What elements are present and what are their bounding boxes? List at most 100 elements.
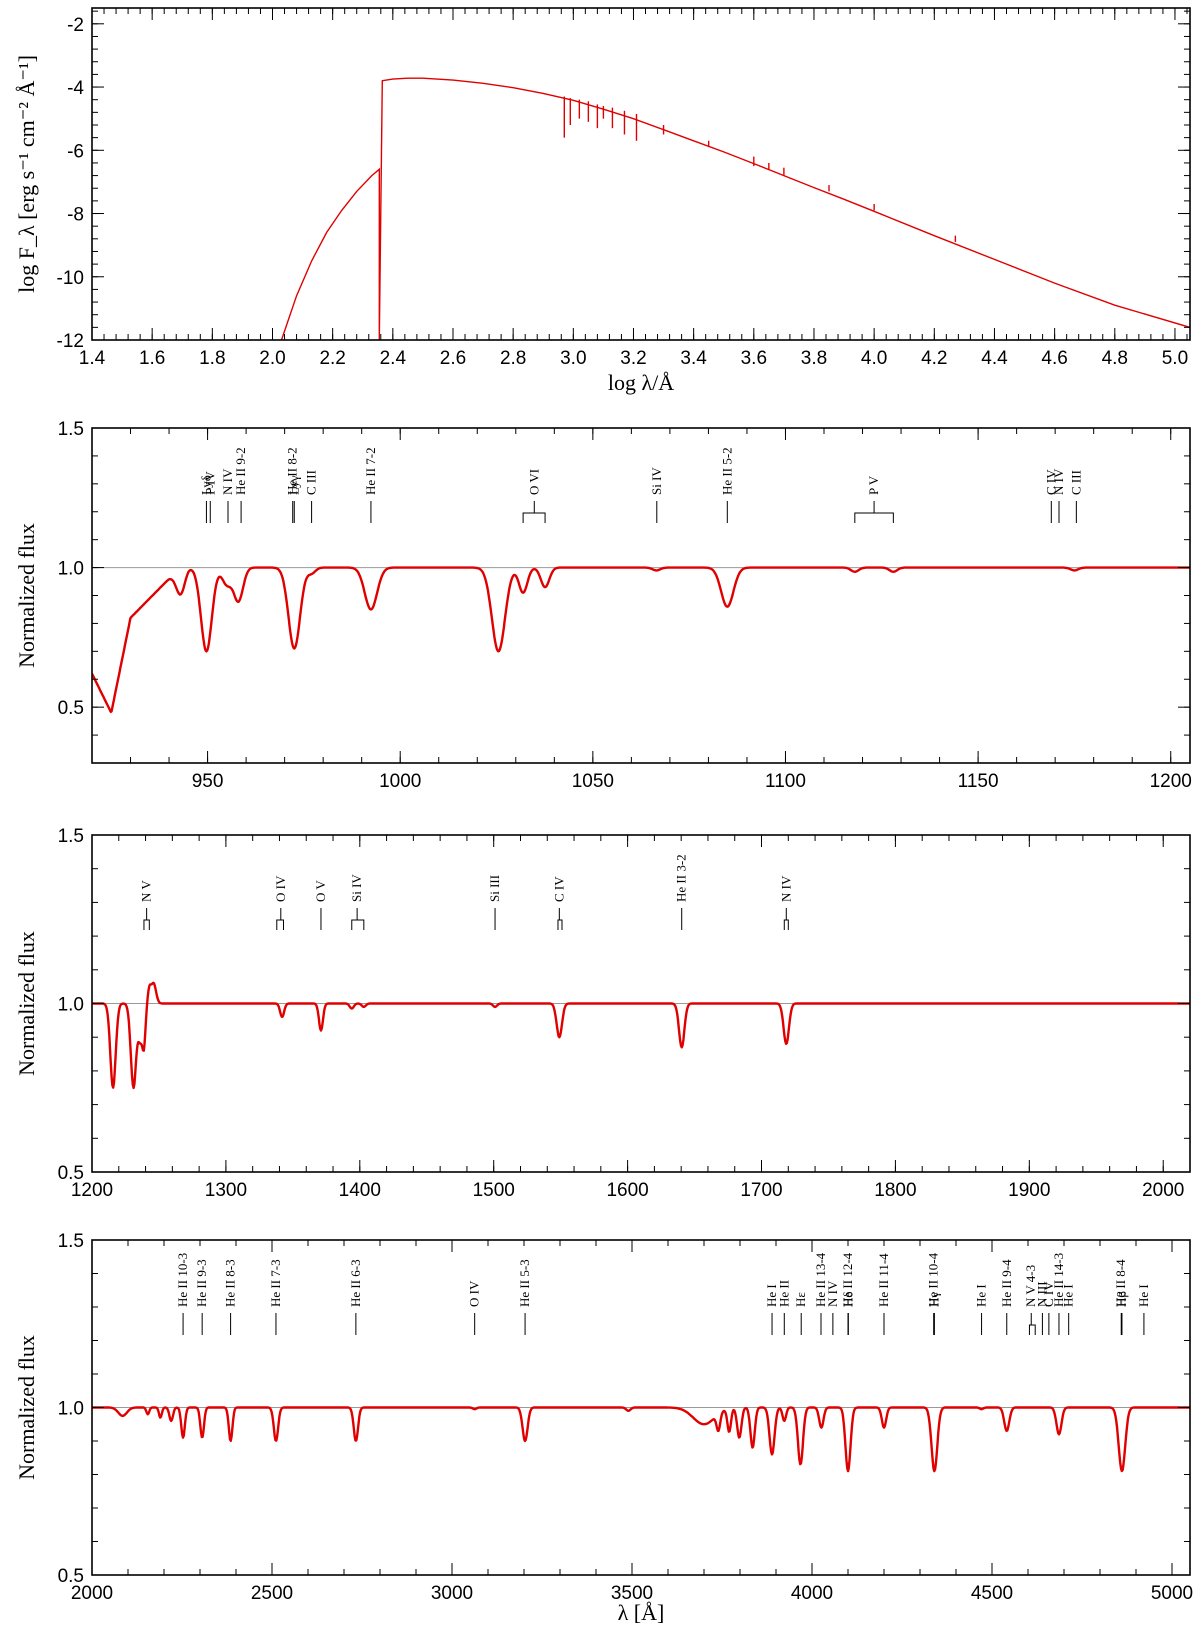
line-id-label: He II 10-3 — [175, 1253, 190, 1307]
line-id-label: N IV — [1051, 468, 1066, 495]
line-id-label: He I — [1061, 1284, 1076, 1307]
line-id-label: He II 5-3 — [517, 1259, 532, 1307]
line-id-label: He II 8-4 — [1113, 1259, 1128, 1307]
x-axis-label: λ [Å] — [618, 1600, 665, 1625]
line-id-label: N IV — [220, 468, 235, 495]
x-tick-label: 1.8 — [199, 348, 225, 369]
line-id-label: N V 4-3 — [1023, 1265, 1038, 1307]
line-id-label: Lyδ — [198, 475, 213, 495]
line-id-label: He II 9-4 — [999, 1259, 1014, 1307]
x-tick-label: 4.0 — [861, 348, 887, 369]
x-tick-label: 4.4 — [981, 348, 1008, 369]
x-tick-label: 1200 — [71, 1180, 113, 1201]
x-tick-label: 1900 — [1008, 1180, 1050, 1201]
x-tick-label: 1000 — [379, 771, 421, 792]
x-tick-label: 3000 — [431, 1583, 473, 1604]
line-id-label: He II 12-4 — [840, 1252, 855, 1307]
line-id-marker — [1028, 1313, 1036, 1335]
y-tick-label: 1.5 — [58, 1231, 84, 1252]
line-id-label: Hβ — [1114, 1291, 1129, 1307]
line-id-label: Si IV — [649, 467, 664, 495]
line-id-marker — [854, 501, 894, 523]
axis-frame — [91, 7, 1191, 341]
line-id-label: He II 13-4 — [813, 1252, 828, 1307]
y-tick-label: -4 — [67, 78, 84, 99]
line-id-label: P IV — [202, 471, 217, 495]
line-id-label: Si IV — [349, 874, 364, 902]
line-id-label: C IV — [551, 876, 566, 902]
line-id-label: C IV — [1043, 469, 1058, 495]
x-tick-label: 3.8 — [801, 348, 827, 369]
x-tick-label: 3.6 — [741, 348, 767, 369]
y-tick-label: 0.5 — [58, 1163, 84, 1184]
y-tick-label: 1.0 — [58, 559, 84, 580]
y-axis-label: Normalized flux — [14, 931, 39, 1076]
line-id-label: He II 7-2 — [363, 447, 378, 495]
x-tick-label: 2500 — [251, 1583, 293, 1604]
x-tick-label: 3500 — [611, 1583, 653, 1604]
line-id-label: P V — [866, 475, 881, 495]
x-tick-label: 3.0 — [560, 348, 586, 369]
line-id-label: He II 7-3 — [268, 1259, 283, 1307]
x-tick-label: 1800 — [874, 1180, 916, 1201]
x-tick-label: 1600 — [606, 1180, 648, 1201]
line-id-label: O IV — [273, 875, 288, 902]
x-tick-label: 1100 — [765, 771, 806, 792]
line-id-label: He II — [776, 1280, 791, 1307]
x-tick-label: 1050 — [572, 771, 614, 792]
line-id-marker — [522, 501, 546, 523]
x-tick-label: 950 — [192, 771, 224, 792]
x-tick-label: 5000 — [1151, 1583, 1193, 1604]
line-id-label: He I — [764, 1284, 779, 1307]
x-tick-label: 2.4 — [380, 348, 407, 369]
x-tick-label: 4.6 — [1041, 348, 1067, 369]
y-axis-label: log F_λ [erg s⁻¹ cm⁻² Å⁻¹] — [14, 55, 39, 293]
line-id-label: He II 6-3 — [348, 1259, 363, 1307]
axis-frame — [91, 427, 1191, 764]
y-tick-label: -2 — [67, 15, 84, 36]
x-tick-label: 2.8 — [500, 348, 526, 369]
x-tick-label: 1700 — [740, 1180, 782, 1201]
line-id-label: N V — [139, 880, 154, 902]
line-id-label: He II 8-2 — [285, 447, 300, 495]
model-spectrum-line — [92, 1406, 1190, 1473]
x-tick-label: 4.2 — [921, 348, 947, 369]
line-id-label: He II 9-2 — [233, 447, 248, 495]
model-spectrum-line — [92, 566, 1190, 714]
y-tick-label: 0.5 — [58, 1566, 84, 1587]
y-tick-label: -10 — [57, 268, 84, 289]
line-id-label: Hδ — [840, 1291, 855, 1307]
x-tick-label: 1300 — [205, 1180, 247, 1201]
y-tick-label: -8 — [67, 205, 84, 226]
x-tick-label: 1.6 — [139, 348, 165, 369]
y-tick-label: 1.5 — [58, 826, 84, 847]
x-tick-label: 2000 — [71, 1583, 113, 1604]
line-id-label: Si III — [487, 875, 502, 902]
x-tick-label: 1.4 — [79, 348, 106, 369]
line-id-label: He II 10-4 — [926, 1252, 941, 1307]
x-axis-label: log λ/Å — [608, 370, 674, 395]
y-tick-label: 1.0 — [58, 995, 84, 1016]
line-id-label: N IV — [778, 875, 793, 902]
x-tick-label: 4500 — [971, 1583, 1013, 1604]
line-id-label: N IV — [825, 1280, 840, 1307]
y-axis-label: Normalized flux — [14, 1335, 39, 1480]
x-tick-label: 1500 — [473, 1180, 515, 1201]
y-tick-label: 0.5 — [58, 698, 84, 719]
line-id-label: Hγ — [926, 1292, 941, 1307]
line-id-label: He II 11-4 — [876, 1253, 891, 1307]
y-axis-label: Normalized flux — [14, 523, 39, 668]
x-tick-label: 1200 — [1150, 771, 1192, 792]
sed-model-line — [280, 77, 1190, 340]
line-id-label: He II 8-3 — [223, 1259, 238, 1307]
line-id-label: O VI — [526, 469, 541, 495]
x-tick-label: 2.0 — [259, 348, 285, 369]
line-id-label: He II 3-2 — [674, 854, 689, 902]
x-tick-label: 1150 — [958, 771, 999, 792]
line-id-label: He II 9-3 — [194, 1259, 209, 1307]
line-id-marker — [557, 908, 563, 930]
x-tick-label: 5.0 — [1162, 348, 1188, 369]
line-id-label: He I — [1136, 1284, 1151, 1307]
line-id-label: C III — [1068, 470, 1083, 495]
